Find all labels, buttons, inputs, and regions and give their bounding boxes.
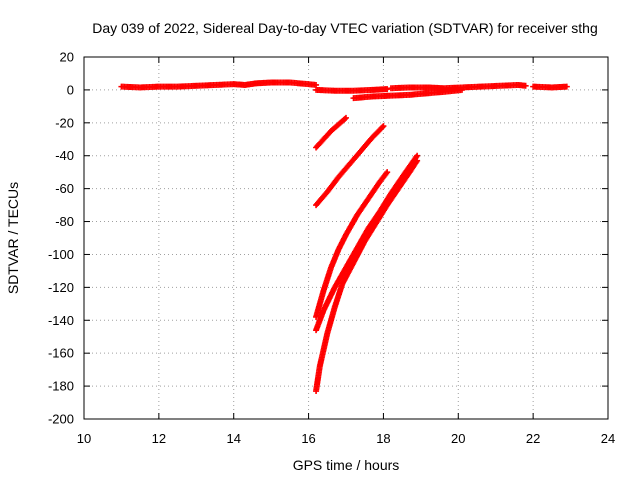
y-tick-label: 20	[60, 50, 74, 65]
data-arc-5	[530, 83, 570, 91]
data-point	[563, 83, 570, 90]
y-tick-label: -60	[55, 181, 74, 196]
data-arc-4	[387, 81, 529, 92]
data-arc-2	[313, 86, 391, 94]
x-tick-label: 18	[376, 431, 390, 446]
data-point	[343, 114, 349, 121]
data-point	[384, 169, 391, 176]
y-tick-label: -20	[55, 115, 74, 130]
y-tick-label: -140	[48, 313, 74, 328]
y-tick-label: 0	[67, 82, 74, 97]
data-arc-3	[350, 86, 466, 102]
y-tick-label: -40	[55, 148, 74, 163]
y-tick-label: -160	[48, 346, 74, 361]
data-arc-1	[118, 79, 320, 91]
data-point	[384, 86, 391, 93]
data-point	[522, 82, 529, 89]
y-tick-label: -120	[48, 280, 74, 295]
data-point	[379, 124, 386, 131]
data-arc-10	[313, 157, 421, 395]
y-tick-label: -80	[55, 214, 74, 229]
data-arc-7	[313, 123, 387, 209]
x-tick-label: 10	[77, 431, 91, 446]
x-tick-label: 24	[601, 431, 615, 446]
data-point	[380, 123, 387, 130]
x-tick-label: 20	[451, 431, 465, 446]
x-axis-label: GPS time / hours	[293, 457, 400, 473]
x-tick-label: 14	[226, 431, 240, 446]
x-tick-label: 16	[301, 431, 315, 446]
y-tick-label: -100	[48, 247, 74, 262]
y-tick-label: -180	[48, 379, 74, 394]
data-point	[414, 157, 421, 164]
y-axis-label: SDTVAR / TECUs	[5, 182, 21, 294]
x-tick-label: 22	[526, 431, 540, 446]
x-tick-label: 12	[152, 431, 166, 446]
chart-title: Day 039 of 2022, Sidereal Day-to-day VTE…	[92, 20, 598, 36]
plot-frame	[83, 56, 609, 420]
data-points	[118, 79, 570, 395]
data-point	[341, 115, 348, 122]
data-arc-8	[313, 169, 391, 320]
y-tick-label: -200	[48, 412, 74, 427]
data-arc-6	[313, 114, 349, 151]
axis-ticks: 10 12 14 16 18 20 22 24 20 0 -20 -40 -60 -80 -100 -120 -…	[48, 50, 615, 447]
grid-lines	[84, 57, 608, 419]
